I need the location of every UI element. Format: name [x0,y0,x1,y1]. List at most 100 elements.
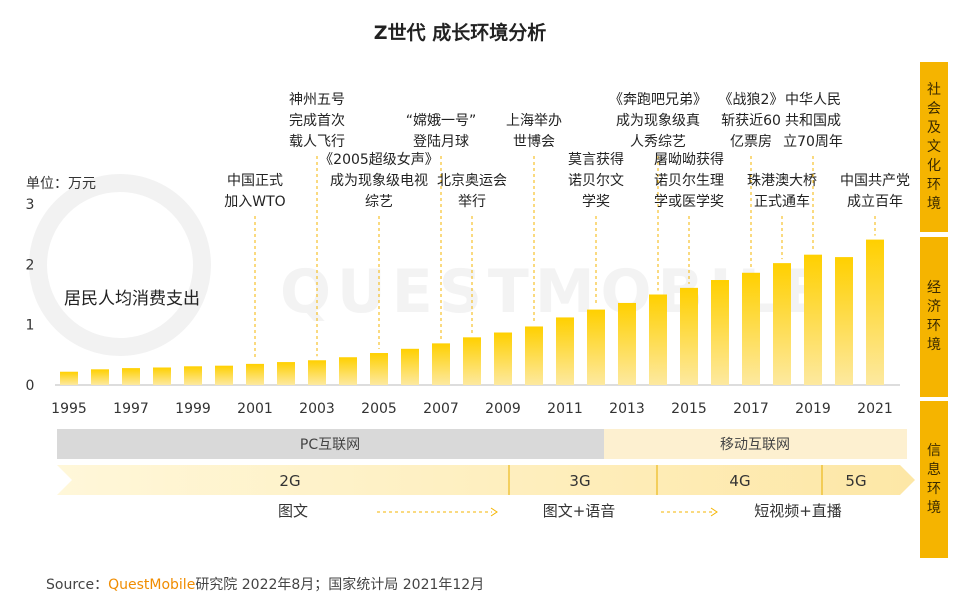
bar-2003 [308,360,326,385]
side-label-society: 社会及文化环境 [920,62,948,232]
annotation-line: 成立百年 [847,194,903,210]
network-label-5G: 5G [845,472,866,490]
content-form-label: 图文+语音 [543,502,616,520]
pc-internet-band [57,429,604,459]
side-label-info: 信息环境 [920,401,948,558]
x-tick-label: 2019 [795,401,831,417]
annotation-line: 《战狼2》 [719,92,784,108]
bar-2005 [370,353,388,385]
annotation-line: 学奖 [582,193,610,210]
annotation-line: 亿票房 [730,134,772,150]
annotation-line: 世博会 [513,133,555,150]
x-tick-label: 2021 [857,401,893,417]
bar-2013 [618,302,636,385]
x-tick-label: 1997 [113,401,149,417]
bar-2015 [680,287,698,385]
mobile-internet-band [604,429,907,459]
dashed-arrow-head [710,507,718,517]
annotation-line: 综艺 [365,194,393,210]
annotation-line: 珠港澳大桥 [747,173,817,189]
bar-2012 [587,309,605,385]
y-unit-label: 单位：万元 [26,176,96,192]
annotation-2007: “嫦娥一号” 登陆月球 [406,113,477,340]
annotation-line: 举行 [458,194,486,210]
annotation-line: 学或医学奖 [654,193,724,210]
bar-1999 [184,366,202,385]
y-tick-label: 3 [26,197,35,213]
annotation-line: 中国共产党 [840,173,910,189]
annotation-line: 人秀综艺 [630,134,686,150]
annotation-line: 神州五号 [289,92,345,108]
source-note: Source：QuestMobile研究院 2022年8月；国家统计局 2021… [46,577,485,593]
y-tick-label: 2 [26,257,35,273]
annotation-line: 《奔跑吧兄弟》 [609,92,707,108]
bar-2017 [742,272,760,385]
x-tick-label: 2017 [733,401,769,417]
x-tick-label: 2001 [237,401,273,417]
annotation-line: 加入WTO [224,194,285,210]
bar-2018 [773,263,791,385]
bar-2019 [804,254,822,385]
bar-2009 [494,332,512,385]
annotation-line: 正式通车 [754,193,810,210]
x-tick-label: 2003 [299,401,335,417]
bar-2014 [649,294,667,385]
annotation-line: 屠呦呦获得 [654,151,724,168]
network-label-3G: 3G [569,472,590,490]
y-tick-label: 1 [26,318,35,334]
annotation-line: 登陆月球 [413,134,469,150]
side-label-economy: 经济环境 [920,237,948,397]
annotation-2017: 《战狼2》斩获近60 亿票房 [719,92,784,269]
bar-2006 [401,348,419,385]
annotation-line: 中华人民 [785,92,841,108]
annotation-line: 成为现象级真 [616,113,700,129]
annotation-line: 诺贝尔生理 [654,173,724,189]
x-tick-label: 2009 [485,401,521,417]
annotation-line: 成为现象级电视 [330,173,428,189]
bar-2011 [556,317,574,385]
x-tick-label: 2007 [423,401,459,417]
y-tick-label: 0 [26,378,35,394]
x-tick-label: 1999 [175,401,211,417]
annotation-line: 上海举办 [506,113,562,129]
source-brand: QuestMobile [108,577,196,593]
x-tick-label: 2005 [361,401,397,417]
series-label: 居民人均消费支出 [64,289,200,309]
pc-internet-label: PC互联网 [300,437,360,453]
annotation-line: 完成首次 [289,113,345,129]
dashed-arrow-head [490,507,498,517]
bar-2020 [835,257,853,385]
annotation-line: 中国正式 [227,173,283,189]
bar-2007 [432,343,450,385]
bar-2000 [215,365,233,385]
bar-2001 [246,363,264,385]
content-form-label: 图文 [278,502,308,520]
network-arrow [57,465,915,495]
annotation-line: 北京奥运会 [437,172,507,189]
watermark-text: QUESTMOBILE [280,257,829,327]
bar-2004 [339,357,357,385]
annotation-line: 载人飞行 [289,134,345,150]
x-tick-label: 1995 [51,401,87,417]
network-label-2G: 2G [279,472,300,490]
watermark-logo [29,174,211,356]
network-label-4G: 4G [729,472,750,490]
content-form-label: 短视频+直播 [754,502,842,520]
annotation-line: 立70周年 [783,134,843,150]
mobile-internet-label: 移动互联网 [720,437,790,453]
annotation-line: “嫦娥一号” [406,113,477,129]
bar-1997 [122,368,140,385]
bar-2010 [525,326,543,385]
bar-1996 [91,369,109,385]
